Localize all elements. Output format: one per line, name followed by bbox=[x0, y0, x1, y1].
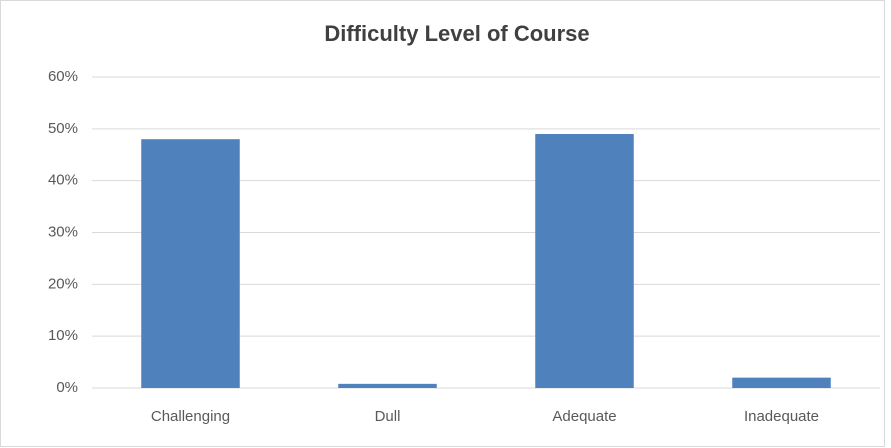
bar bbox=[732, 377, 831, 388]
x-tick-label: Adequate bbox=[552, 408, 616, 425]
bar bbox=[141, 139, 240, 388]
bar bbox=[535, 134, 634, 388]
bar bbox=[338, 383, 437, 388]
chart-title: Difficulty Level of Course bbox=[324, 21, 589, 46]
x-tick-label: Inadequate bbox=[744, 408, 819, 425]
x-tick-label: Challenging bbox=[151, 408, 230, 425]
y-tick-label: 60% bbox=[48, 68, 78, 85]
y-tick-label: 50% bbox=[48, 120, 78, 137]
y-tick-label: 0% bbox=[56, 379, 78, 396]
y-tick-label: 20% bbox=[48, 275, 78, 292]
y-tick-label: 30% bbox=[48, 223, 78, 240]
x-tick-label: Dull bbox=[375, 408, 401, 425]
y-tick-label: 10% bbox=[48, 327, 78, 344]
y-tick-label: 40% bbox=[48, 172, 78, 189]
